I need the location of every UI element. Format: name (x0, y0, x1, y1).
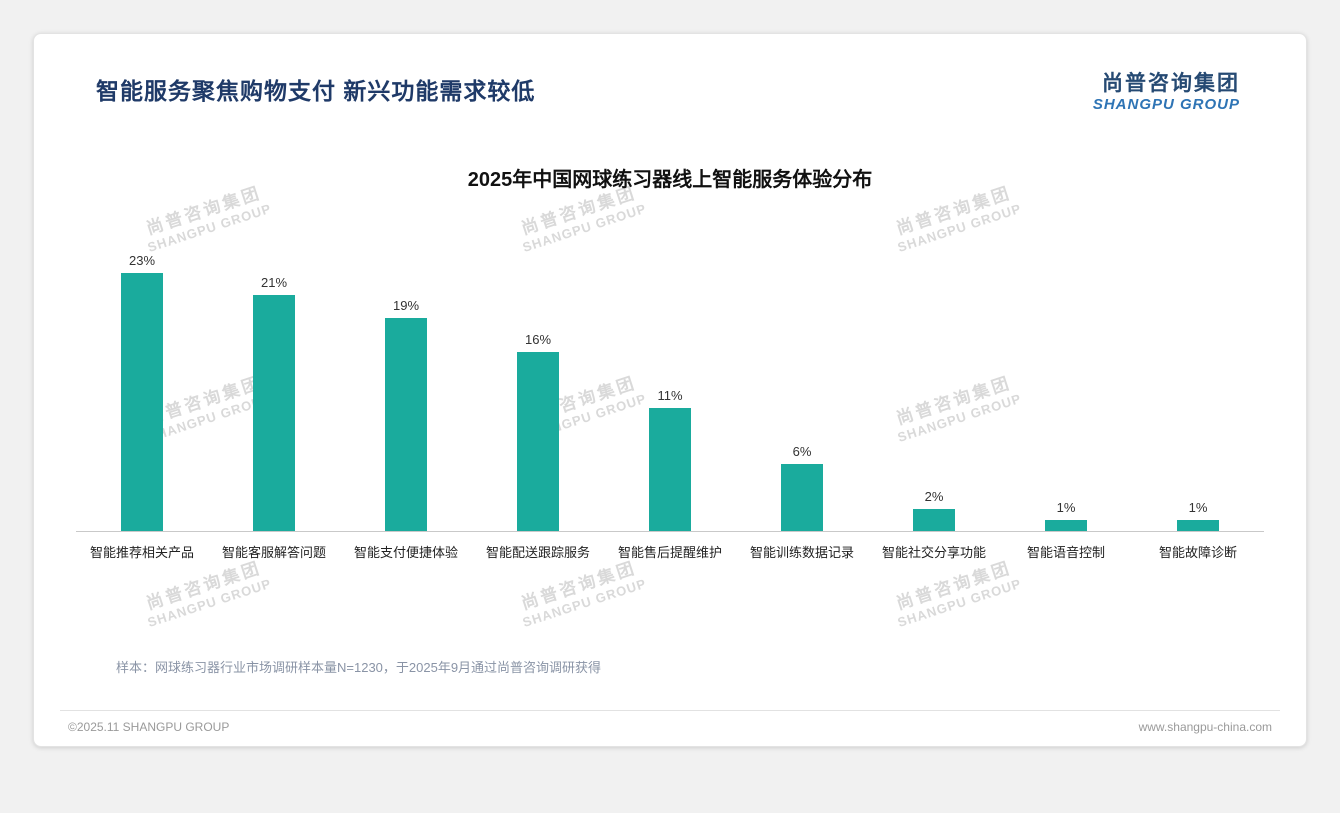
category-label: 智能语音控制 (1026, 545, 1105, 561)
bar-column: 23% (76, 253, 208, 532)
category-label: 智能训练数据记录 (749, 545, 854, 561)
category-label: 智能故障诊断 (1158, 545, 1237, 561)
plot-area: 23% 21% 19% 16% 11% 6% 2% 1% 1% (76, 240, 1264, 533)
bar-column: 1% (1132, 500, 1264, 532)
category-label: 智能售后提醒维护 (617, 545, 722, 561)
bar (385, 318, 427, 532)
bar (121, 273, 163, 532)
logo-chinese-text: 尚普咨询集团 (1102, 72, 1240, 95)
header: 智能服务聚焦购物支付 新兴功能需求较低 尚普咨询集团 SHANGPU GROUP (34, 34, 1306, 113)
bar-column: 1% (1000, 500, 1132, 532)
bar-value-label: 21% (260, 275, 288, 291)
bar (517, 352, 559, 532)
bar-value-label: 6% (792, 444, 812, 460)
company-logo: 尚普咨询集团 SHANGPU GROUP (1093, 72, 1240, 113)
bar-column: 21% (208, 275, 340, 532)
bar (781, 464, 823, 532)
category-label: 智能社交分享功能 (881, 545, 986, 561)
watermark: 尚普咨询集团 SHANGPU GROUP (893, 558, 1024, 630)
footer: ©2025.11 SHANGPU GROUP www.shangpu-china… (60, 710, 1280, 746)
bar-value-label: 16% (524, 332, 552, 348)
logo-english-text: SHANGPU GROUP (1092, 96, 1240, 114)
watermark: 尚普咨询集团 SHANGPU GROUP (143, 558, 274, 630)
bar-chart: 2025年中国网球练习器线上智能服务体验分布 23% 21% 19% 16% 11% 6%… (76, 163, 1264, 561)
bar-column: 19% (340, 298, 472, 532)
bar-column: 6% (736, 444, 868, 532)
category-label: 智能推荐相关产品 (89, 545, 194, 561)
sample-note: 样本：网球练习器行业市场调研样本量N=1230，于2025年9月通过尚普咨询调研… (116, 660, 602, 676)
category-label: 智能客服解答问题 (221, 545, 326, 561)
footer-website: www.shangpu-china.com (1138, 720, 1272, 734)
page-title: 智能服务聚焦购物支付 新兴功能需求较低 (96, 78, 536, 104)
bar-value-label: 2% (924, 489, 944, 505)
bar-value-label: 1% (1188, 500, 1208, 516)
watermark: 尚普咨询集团 SHANGPU GROUP (518, 558, 649, 630)
bar (1177, 520, 1219, 532)
bar (649, 408, 691, 532)
footer-copyright: ©2025.11 SHANGPU GROUP (68, 720, 230, 734)
bar (913, 509, 955, 532)
category-label: 智能支付便捷体验 (353, 545, 458, 561)
category-axis: 智能推荐相关产品 智能客服解答问题 智能支付便捷体验 智能配送跟踪服务 智能售后提醒维护… (76, 532, 1264, 561)
chart-title: 2025年中国网球练习器线上智能服务体验分布 (467, 169, 873, 192)
category-label: 智能配送跟踪服务 (485, 545, 590, 561)
bar-value-label: 1% (1056, 500, 1076, 516)
bar-column: 2% (868, 489, 1000, 532)
bar-value-label: 19% (392, 298, 420, 314)
bar (253, 295, 295, 532)
slide-card: 智能服务聚焦购物支付 新兴功能需求较低 尚普咨询集团 SHANGPU GROUP… (33, 33, 1307, 747)
bar-value-label: 23% (128, 253, 156, 269)
bar-value-label: 11% (657, 388, 683, 404)
bar-column: 11% (604, 388, 736, 532)
bar-column: 16% (472, 332, 604, 532)
bar (1045, 520, 1087, 532)
